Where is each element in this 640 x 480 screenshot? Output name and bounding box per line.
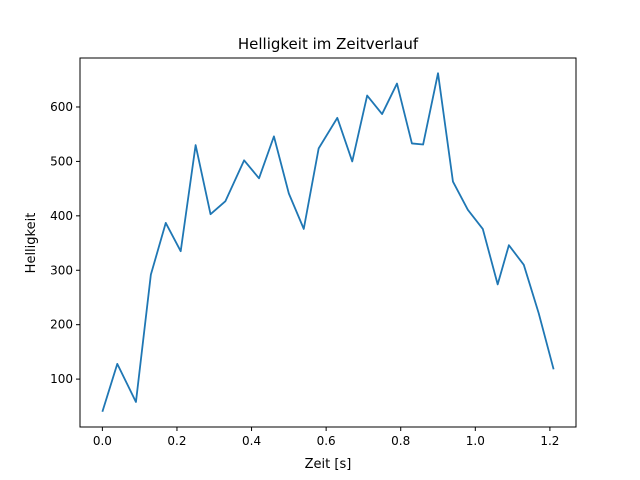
y-tick-label: 600 [50,100,73,114]
x-tick-label: 0.0 [93,434,112,448]
y-tick-label: 400 [50,209,73,223]
x-tick-label: 1.2 [540,434,559,448]
chart-title: Helligkeit im Zeitverlauf [238,35,419,53]
y-tick-label: 300 [50,263,73,277]
series-line-0 [101,72,555,413]
x-axis-ticks: 0.0 0.2 0.4 0.6 0.8 1.0 1.2 [93,427,559,448]
series-layer [101,72,555,413]
y-axis-ticks: 100 200 300 400 500 600 [50,100,80,386]
x-tick-label: 1.0 [466,434,485,448]
y-axis-label: Helligkeit [24,213,39,274]
x-axis-label: Zeit [s] [305,457,352,472]
plot-frame [79,57,577,428]
plot-area [80,58,576,427]
y-tick-label: 500 [50,154,73,168]
x-tick-label: 0.6 [317,434,336,448]
y-tick-label: 100 [50,372,73,386]
x-tick-label: 0.8 [391,434,410,448]
y-tick-label: 200 [50,318,73,332]
x-tick-label: 0.4 [242,434,261,448]
x-tick-label: 0.2 [167,434,186,448]
